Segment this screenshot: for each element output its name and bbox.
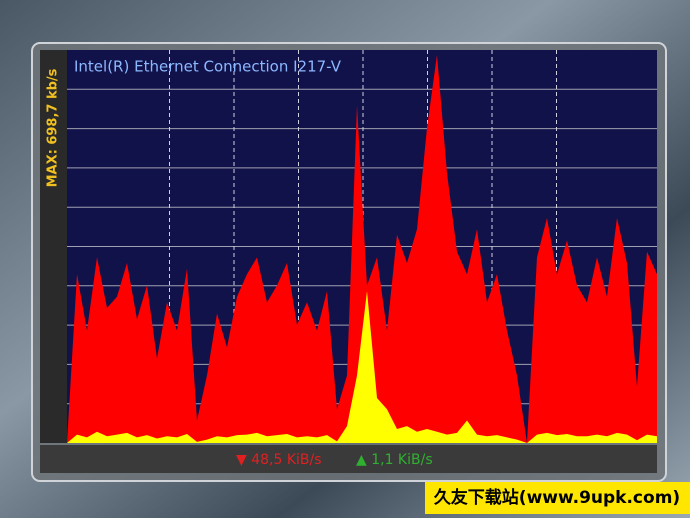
watermark: 久友下载站(www.9upk.com)	[434, 487, 680, 508]
download-rate: ▼ 48,5 KiB/s	[236, 452, 322, 468]
max-label: MAX: 698,7 kb/s	[46, 68, 61, 187]
traffic-graph	[67, 54, 657, 443]
upload-rate: ▲ 1,1 KiB/s	[356, 452, 433, 468]
status-bar	[40, 445, 657, 473]
traffic-area	[67, 54, 657, 443]
side-strip	[40, 50, 67, 443]
traffic-area	[67, 291, 657, 443]
watermark-box	[425, 482, 690, 514]
adapter-name: Intel(R) Ethernet Connection I217-V	[74, 58, 342, 76]
